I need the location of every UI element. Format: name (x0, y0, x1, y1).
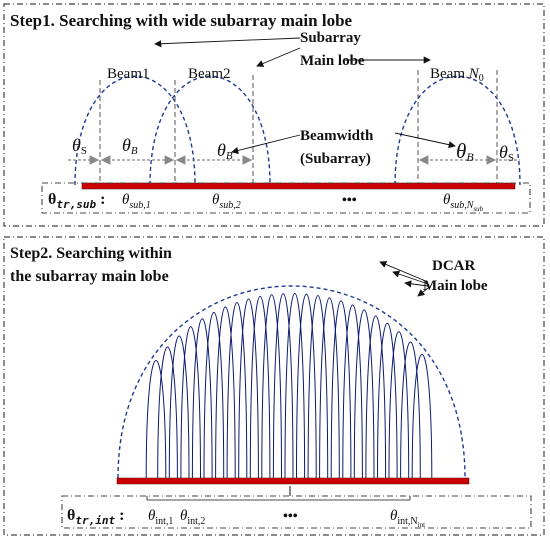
theta-tr-int-label: θtr,int : (67, 507, 124, 527)
theta-int-2: θint,2 (180, 508, 205, 527)
step1-beam-lobes (74, 75, 521, 186)
beamwidth-callout-line2: (Subarray) (300, 151, 371, 167)
step2-title-line1: Step2. Searching within (10, 245, 172, 262)
dcar-lobe (342, 304, 363, 479)
beamN0-lobe (394, 75, 521, 186)
dcar-lobe (226, 302, 248, 479)
step2-bracket (146, 496, 411, 501)
step1-callout-arrows (154, 37, 456, 154)
dcar-lobe (296, 294, 317, 479)
dcar-lobe (180, 326, 201, 479)
subarray-callout-line1: Subarray (300, 30, 361, 46)
beamN0-label-sub: 0 (479, 73, 484, 84)
dcar-lobe (411, 354, 433, 479)
theta-int-1: θint,1 (148, 508, 173, 527)
theta-tr-sub-label: θtr,sub : (48, 191, 105, 211)
step1-frame (3, 3, 545, 227)
beam1-lobe (74, 75, 196, 186)
theta-b-1: θB (122, 135, 138, 157)
dcar-lobe (238, 298, 259, 479)
dcar-lobe (388, 331, 410, 479)
dcar-lobe (261, 294, 282, 479)
beamN0-label-main: Beam (430, 66, 469, 82)
beam2-lobe (149, 75, 271, 186)
dcar-lobe (168, 335, 190, 479)
dcar-lobe (249, 296, 271, 479)
step1-array-bar (81, 182, 516, 190)
beamN0-label: Beam N0 (430, 66, 484, 84)
step2-row-box (61, 495, 532, 529)
theta-sub-2: θsub,2 (212, 192, 241, 211)
dcar-lobe (215, 306, 236, 479)
step1-ellipsis: ••• (342, 193, 357, 208)
step1-title: Step1. Searching with wide subarray main… (10, 11, 353, 30)
theta-b-2: θB (217, 140, 233, 162)
step2-array-bar (116, 477, 470, 485)
step1-guides (99, 70, 498, 183)
dcar-lobe (353, 309, 375, 479)
dcar-callout-line2: Main lobe (423, 278, 488, 294)
dcar-callout-line1: DCAR (432, 258, 475, 274)
step2-frame (3, 236, 545, 536)
theta-sub-1: θsub,1 (122, 192, 151, 211)
beam2-label: Beam2 (188, 66, 231, 82)
dcar-lobes (145, 293, 433, 479)
dcar-lobe (272, 293, 294, 479)
subarray-envelope (117, 285, 466, 479)
subarray-callout-line2: Main lobe (300, 53, 365, 69)
step2-ellipsis: ••• (283, 509, 298, 524)
dcar-lobe (191, 318, 213, 479)
theta-sub-nsub: θsub,Nsub (443, 192, 484, 213)
dcar-lobe (145, 360, 167, 479)
dcar-lobe (365, 315, 387, 479)
theta-s-right: θS (499, 142, 514, 164)
step1-row-box (41, 182, 531, 214)
dcar-callout-arrows (379, 261, 429, 297)
dcar-lobe (377, 323, 398, 479)
beamN0-label-N: N (468, 66, 480, 82)
dcar-lobe (400, 341, 421, 479)
beam1-label: Beam1 (107, 66, 150, 82)
theta-s-left: θS (72, 135, 87, 157)
dcar-lobe (307, 295, 329, 479)
dcar-lobe (330, 300, 352, 479)
dcar-lobe (203, 311, 225, 479)
dcar-lobe (319, 297, 340, 479)
step2-title-line2: the subarray main lobe (10, 268, 169, 285)
dcar-lobe (157, 346, 178, 479)
theta-b-3: θB (456, 139, 474, 164)
theta-int-nint: θint,Nint (390, 508, 425, 529)
dcar-lobe (284, 293, 306, 479)
beamwidth-callout-line1: Beamwidth (300, 128, 374, 144)
